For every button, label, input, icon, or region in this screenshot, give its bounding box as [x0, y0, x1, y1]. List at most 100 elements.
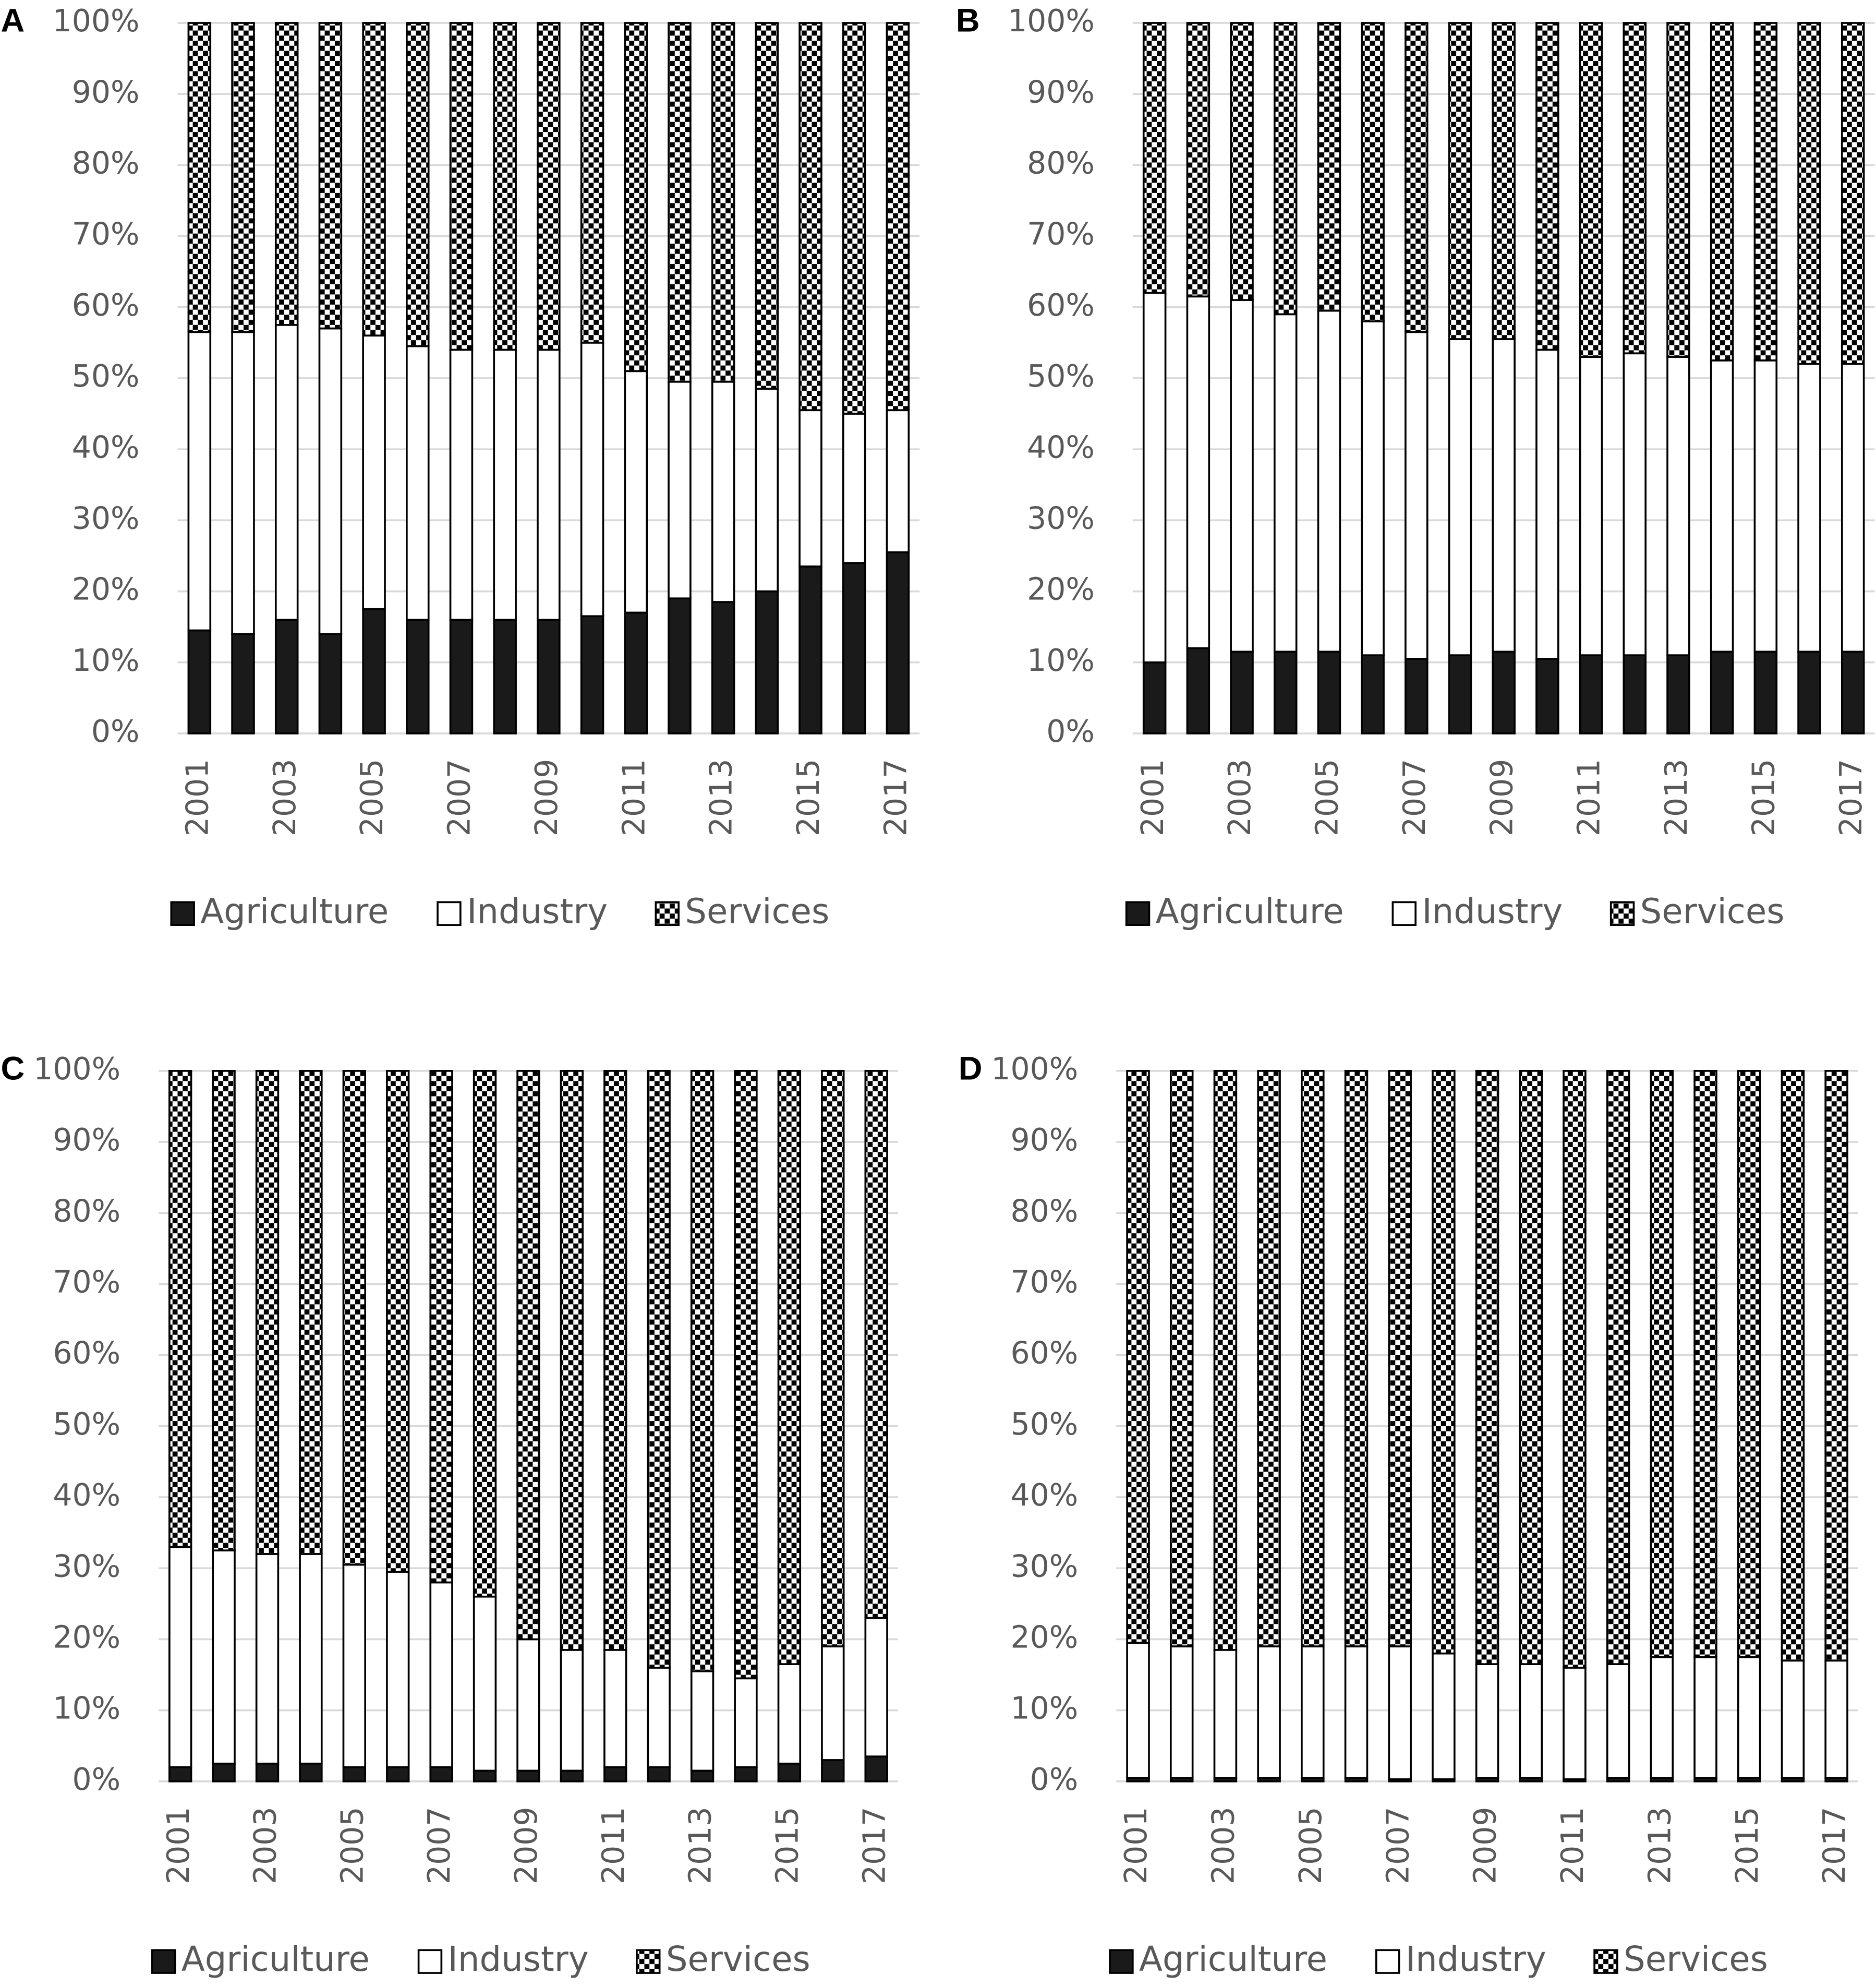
x-tick-label: 2001: [1118, 1807, 1154, 1884]
bar-segment: [580, 22, 604, 344]
x-tick-label: 2003: [248, 1807, 283, 1884]
y-tick-label: 100%: [991, 1051, 1078, 1087]
bar-segment: [1405, 22, 1429, 333]
legend-label: Agriculture: [1139, 1940, 1327, 1979]
y-tick-label: 0%: [1030, 1762, 1079, 1797]
bar-segment: [187, 629, 212, 734]
bar-segment: [798, 565, 822, 734]
bar-segment: [1710, 359, 1734, 653]
bar-segment: [821, 1759, 845, 1783]
bar-segment: [798, 409, 822, 568]
bar-segment: [580, 615, 604, 734]
x-tick-label: 2011: [1571, 759, 1607, 837]
bar-segment: [1169, 1645, 1194, 1779]
bar-segment: [1405, 658, 1429, 734]
x-tick-label: 2001: [1135, 759, 1170, 837]
bar-segment: [212, 1549, 236, 1765]
bar-segment: [1142, 292, 1167, 664]
bar-segment: [777, 1762, 802, 1783]
y-tick-label: 10%: [72, 643, 140, 678]
y-tick-label: 90%: [1011, 1122, 1079, 1158]
x-tick-label: 2013: [683, 1807, 718, 1884]
bar-segment: [1317, 309, 1341, 653]
bar-segment: [777, 1663, 802, 1765]
bar-segment: [168, 1766, 192, 1783]
bar-segment: [1579, 22, 1603, 358]
bar-segment: [1535, 658, 1559, 734]
bar-segment: [690, 1070, 715, 1672]
bar-segment: [299, 1070, 323, 1555]
bar-segment: [1388, 1070, 1412, 1647]
bar-segment: [864, 1755, 888, 1783]
y-tick-label: 70%: [1027, 216, 1095, 252]
y-tick-label: 80%: [1027, 145, 1095, 180]
legend-label: Services: [1640, 892, 1785, 931]
y-tick-label: 0%: [1046, 714, 1095, 749]
bar-segment: [1257, 1645, 1281, 1779]
bar-segment: [1579, 356, 1603, 656]
bar-segment: [1753, 651, 1778, 734]
bar-segment: [755, 388, 779, 593]
bar-segment: [255, 1762, 280, 1783]
legend-label: Industry: [448, 1940, 589, 1979]
legend-swatch: [1593, 1949, 1618, 1974]
bar-segment: [386, 1766, 410, 1783]
bar-segment: [668, 597, 692, 734]
y-tick-label: 40%: [72, 429, 140, 465]
panel-label: D: [959, 1051, 983, 1087]
x-tick-label: 2003: [1206, 1807, 1241, 1884]
bar-segment: [537, 22, 561, 351]
y-tick-label: 40%: [1011, 1477, 1079, 1513]
bar-segment: [1841, 651, 1865, 734]
legend-label: Industry: [467, 892, 608, 931]
bar-segment: [1475, 1663, 1499, 1779]
bar-segment: [668, 22, 692, 383]
legend-label: Industry: [1422, 892, 1563, 931]
bar-segment: [1519, 1070, 1543, 1665]
legend-swatch: [1391, 901, 1417, 926]
bar-segment: [1535, 348, 1559, 660]
x-tick-label: 2015: [791, 759, 826, 837]
y-tick-label: 100%: [33, 1051, 120, 1087]
y-tick-label: 80%: [53, 1193, 120, 1229]
y-tick-label: 70%: [72, 216, 140, 252]
y-tick-label: 20%: [72, 572, 140, 607]
y-tick-label: 90%: [72, 74, 140, 110]
bar-segment: [624, 22, 648, 372]
bar-segment: [668, 380, 692, 599]
bar-segment: [449, 619, 474, 734]
bar-segment: [647, 1667, 671, 1768]
bar-segment: [1213, 1649, 1238, 1779]
bar-segment: [429, 1070, 453, 1584]
bar-segment: [1492, 651, 1516, 734]
bar-segment: [560, 1070, 584, 1651]
bar-segment: [1448, 22, 1472, 340]
bar-segment: [1186, 647, 1211, 734]
bar-segment: [886, 409, 910, 553]
x-tick-label: 2005: [1293, 1807, 1328, 1884]
bar-segment: [1606, 1663, 1630, 1779]
legend-swatch: [1375, 1949, 1400, 1974]
bar-segment: [1797, 363, 1821, 653]
y-tick-label: 20%: [1027, 572, 1095, 607]
bar-segment: [299, 1553, 323, 1765]
bar-segment: [1230, 651, 1254, 734]
bar-segment: [1563, 1070, 1587, 1669]
bar-segment: [1361, 22, 1385, 322]
legend-swatch: [636, 1949, 661, 1974]
legend-swatch: [1109, 1949, 1134, 1974]
x-tick-label: 2007: [442, 759, 477, 837]
bar-segment: [231, 22, 255, 333]
bar-segment: [1126, 1070, 1150, 1644]
legend-swatch: [437, 901, 462, 926]
x-tick-label: 2007: [1380, 1807, 1415, 1884]
bar-segment: [1797, 22, 1821, 365]
bar-segment: [406, 619, 430, 734]
bar-segment: [734, 1677, 758, 1768]
y-tick-label: 90%: [1027, 74, 1095, 110]
bar-segment: [1388, 1645, 1412, 1780]
bar-segment: [603, 1070, 627, 1651]
bar-segment: [516, 1769, 540, 1783]
y-tick-label: 20%: [53, 1620, 120, 1655]
y-tick-label: 60%: [53, 1335, 120, 1371]
